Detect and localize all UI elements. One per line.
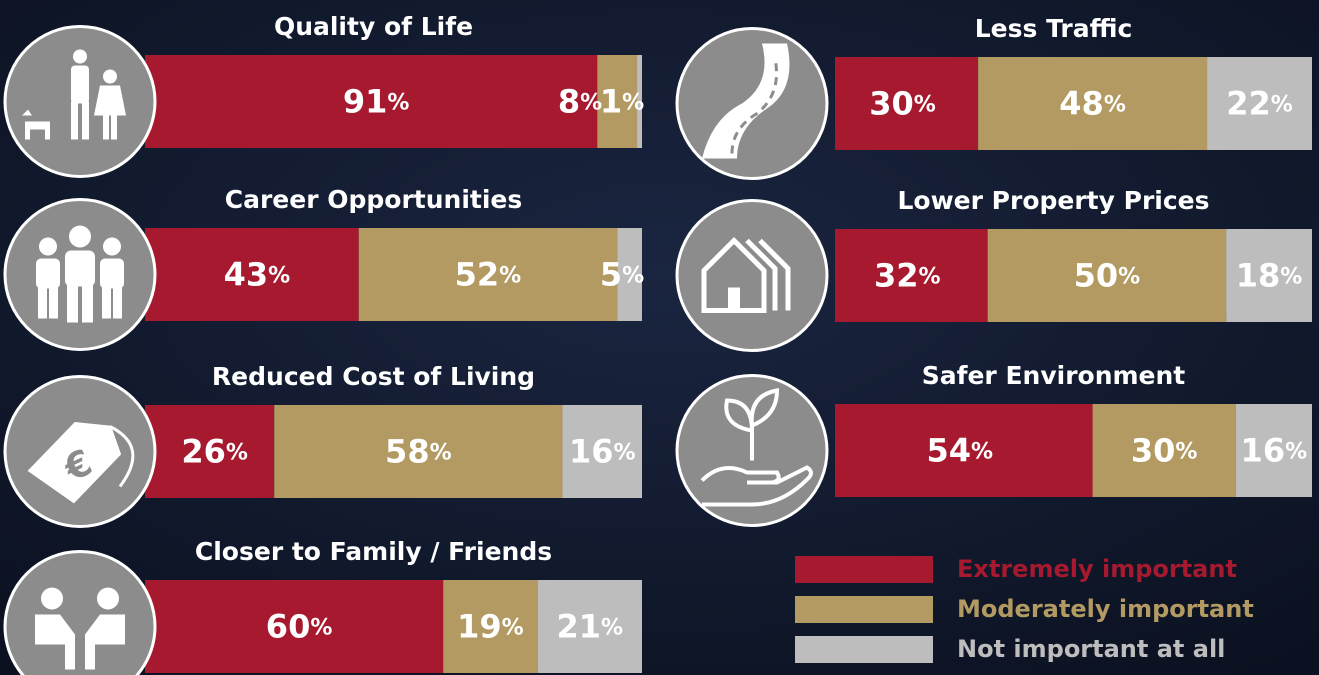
bar-segment <box>597 55 638 148</box>
icon <box>3 198 157 351</box>
value-label: 43% <box>224 256 291 294</box>
value-label: 30% <box>869 85 936 123</box>
icon <box>675 199 829 352</box>
icon-circle <box>675 199 829 352</box>
icon-glyph <box>35 587 125 670</box>
bar-segment <box>145 55 598 148</box>
bar-segment <box>145 580 444 673</box>
bar-segment <box>145 228 359 321</box>
value-label: 52% <box>455 256 522 294</box>
value-label: 54% <box>927 432 994 470</box>
panel-title: Lower Property Prices <box>897 186 1209 215</box>
value-label: 58% <box>385 433 452 471</box>
value-label: 16% <box>569 433 636 471</box>
icon <box>3 550 157 675</box>
panel-title: Closer to Family / Friends <box>195 537 552 566</box>
bar-segment <box>1207 57 1312 150</box>
value-label: 32% <box>874 257 941 295</box>
bar-segment <box>1235 404 1312 497</box>
legend-label: Moderately important <box>957 595 1254 623</box>
value-label: 91% <box>343 83 410 121</box>
icon <box>675 374 829 527</box>
panel-title: Less Traffic <box>975 14 1133 43</box>
bar-segment <box>978 57 1208 150</box>
icon-glyph: € <box>27 421 135 504</box>
value-label: 18% <box>1236 257 1303 295</box>
legend-swatch <box>795 556 933 583</box>
bars: Quality of Life 91% 8%1% Career Opportuniti… <box>145 12 1312 673</box>
bar-segment <box>835 229 988 322</box>
legend-label: Extremely important <box>957 555 1237 583</box>
value-label: 26% <box>181 433 248 471</box>
bar-segment <box>617 228 642 321</box>
panel-title: Quality of Life <box>274 12 473 41</box>
bar-segment <box>835 404 1093 497</box>
value-label: 8% <box>558 83 602 121</box>
value-label: 30% <box>1131 432 1198 470</box>
bar-segment <box>1092 404 1236 497</box>
value-label: 19% <box>457 608 524 646</box>
legend: Extremely important Moderately important N… <box>795 555 1254 663</box>
icon-glyph <box>700 388 813 507</box>
legend-swatch <box>795 596 933 623</box>
icon-glyph <box>701 236 791 313</box>
panel-title: Reduced Cost of Living <box>212 362 535 391</box>
bar-segment <box>562 405 642 498</box>
value-label: 1% <box>600 83 644 121</box>
value-label: 50% <box>1074 257 1141 295</box>
panel-title: Safer Environment <box>922 361 1186 390</box>
bar-segment <box>145 405 275 498</box>
icon <box>3 25 157 178</box>
icon-glyph <box>702 43 790 159</box>
icons: € <box>3 25 829 675</box>
value-label: 22% <box>1226 85 1293 123</box>
legend-label: Not important at all <box>957 635 1225 663</box>
bar-segment <box>637 55 642 148</box>
bar-segment <box>987 229 1227 322</box>
bar-segment <box>537 580 642 673</box>
icon-glyph <box>36 225 124 323</box>
bar-segment <box>274 405 563 498</box>
bar-segment <box>1226 229 1312 322</box>
panel-title: Career Opportunities <box>225 185 523 214</box>
value-label: 5% <box>600 256 644 294</box>
value-label: 60% <box>266 608 333 646</box>
legend-swatch <box>795 636 933 663</box>
icon <box>675 27 829 180</box>
bar-segment <box>835 57 979 150</box>
bar-segment <box>443 580 538 673</box>
value-label: 16% <box>1241 432 1308 470</box>
icon: € <box>3 375 157 528</box>
bar-segment <box>358 228 618 321</box>
icon-glyph <box>22 49 126 140</box>
value-label: 48% <box>1059 85 1126 123</box>
value-label: 21% <box>557 608 624 646</box>
